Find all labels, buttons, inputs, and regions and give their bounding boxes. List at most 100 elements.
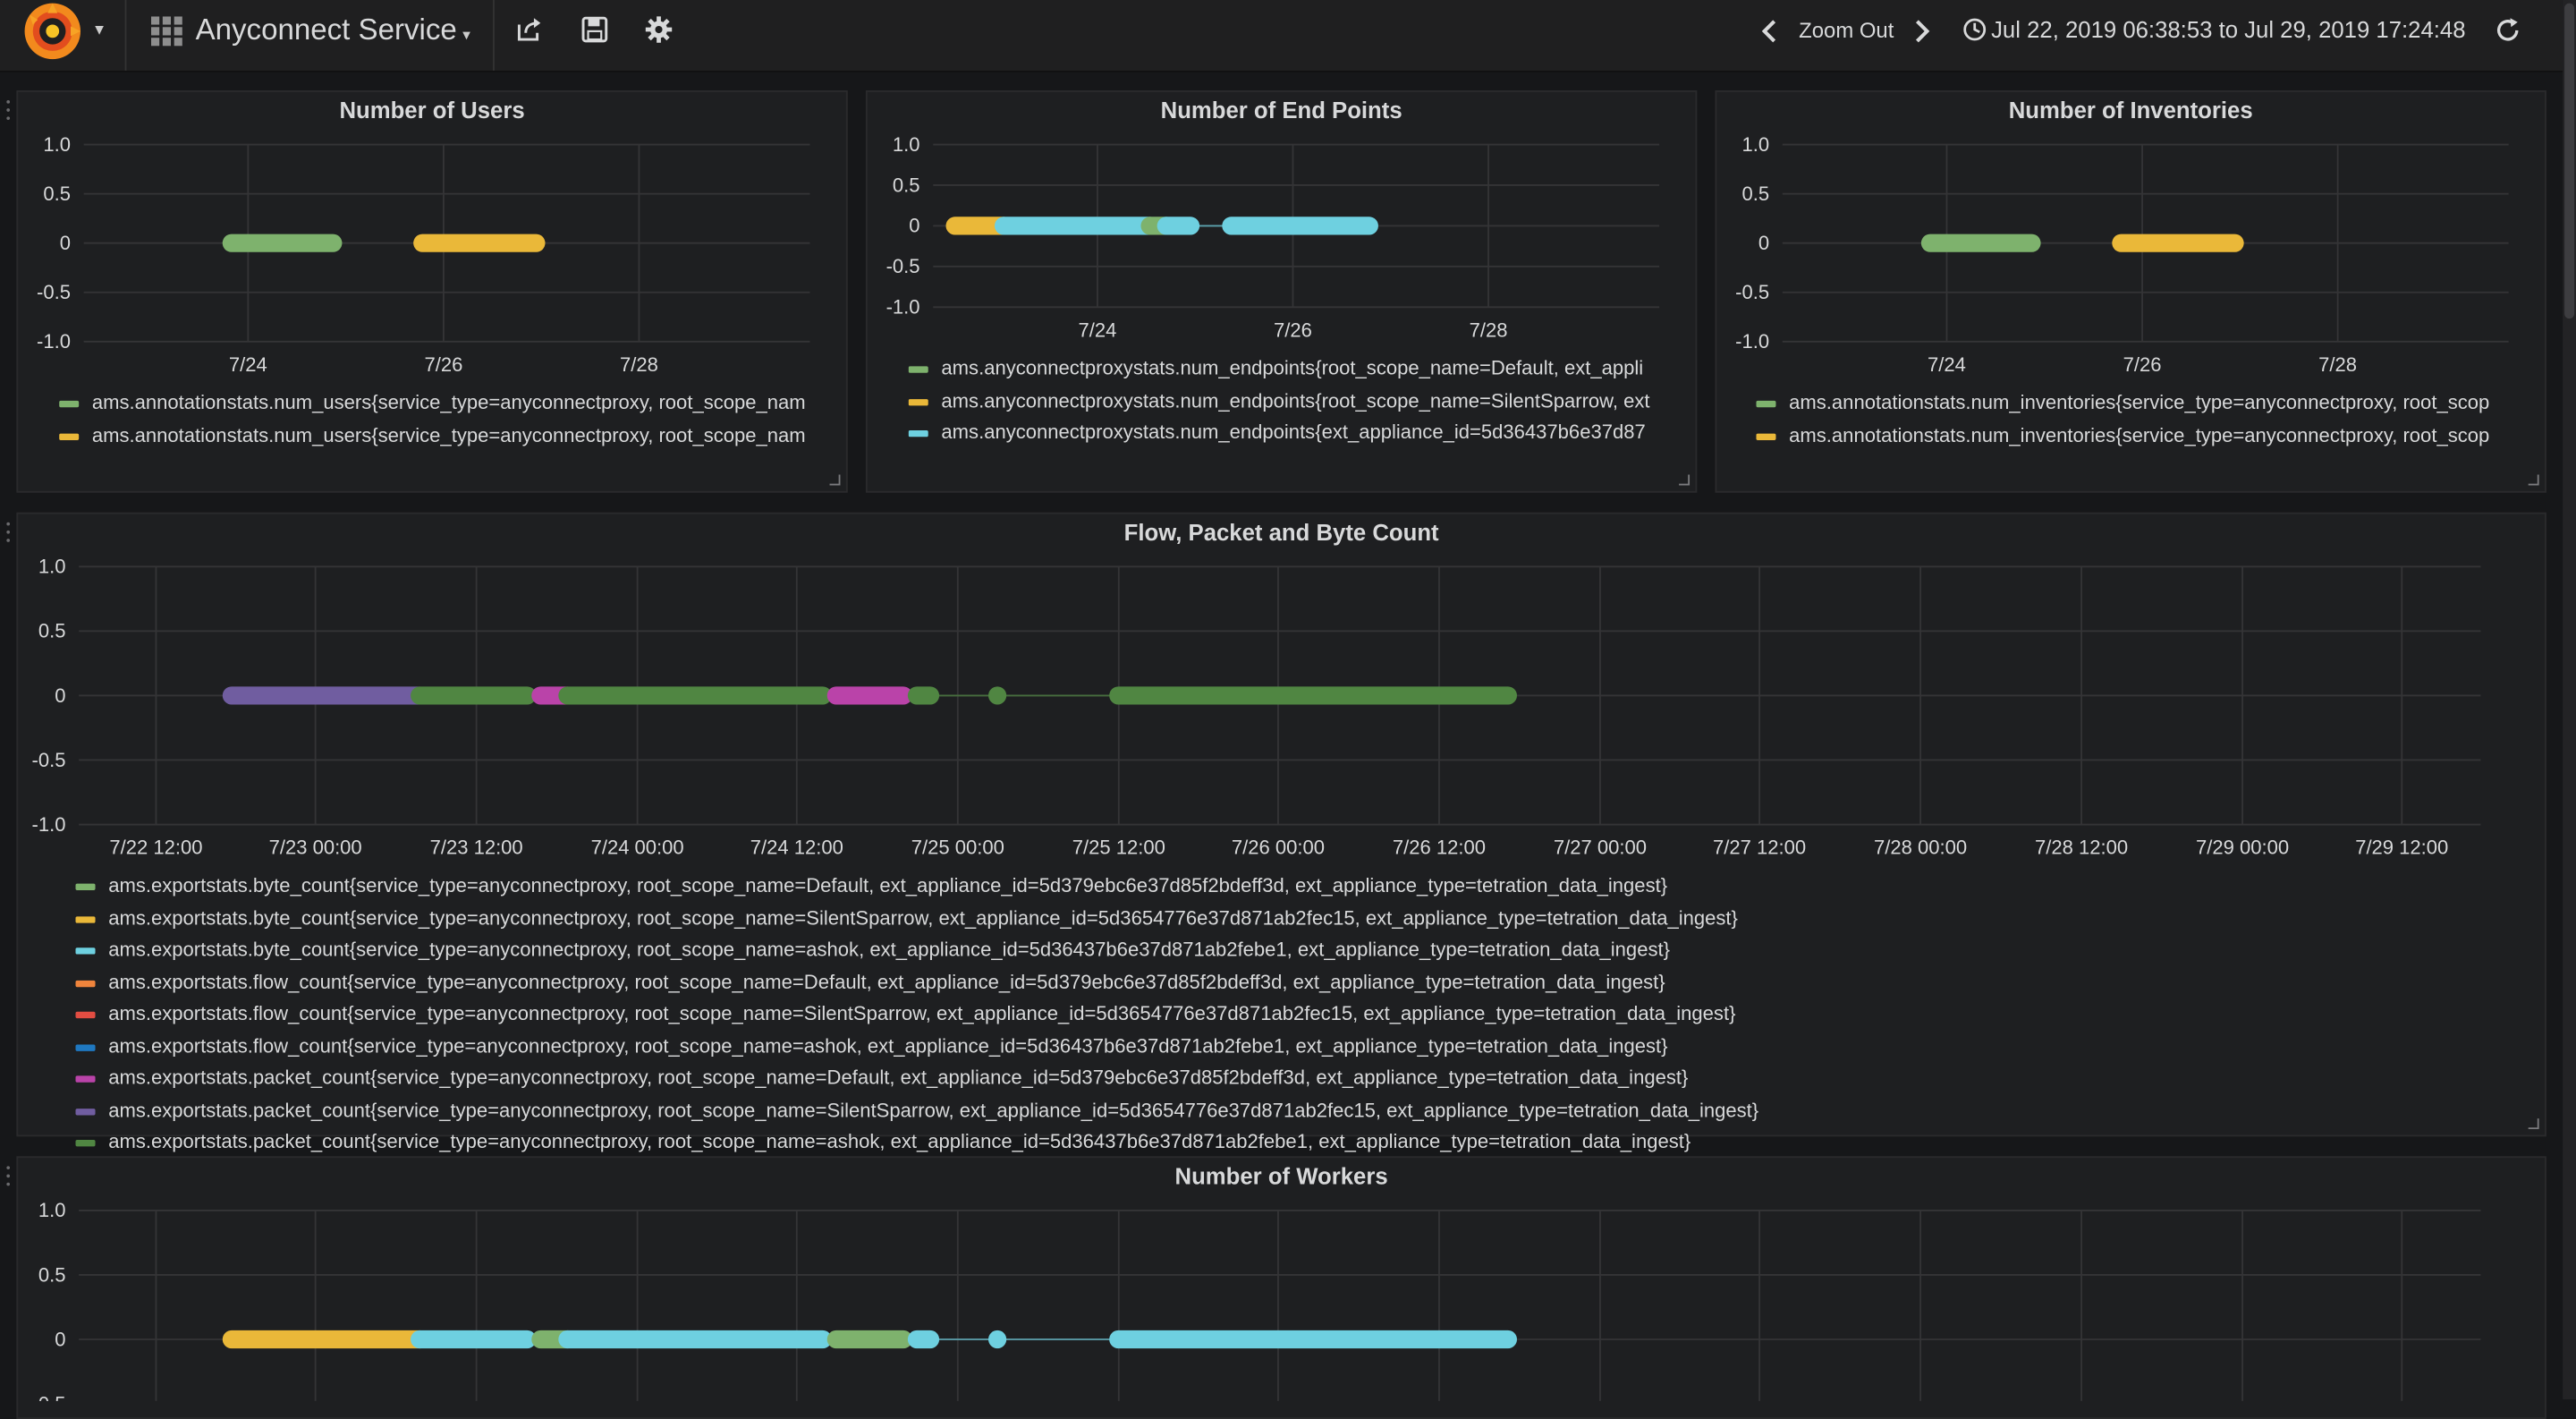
legend-item[interactable]: ams.anyconnectproxystats.num_endpoints{r… <box>908 388 1658 421</box>
legend-swatch[interactable] <box>75 947 96 955</box>
y-tick-label: 1.0 <box>43 133 71 156</box>
y-tick-label: -1.0 <box>886 296 920 319</box>
legend-label: ams.exportstats.flow_count{service_type=… <box>108 969 1665 993</box>
legend-item[interactable]: ams.exportstats.byte_count{service_type=… <box>75 905 1882 938</box>
x-tick-label: 7/28 <box>1470 319 1508 341</box>
legend-label: ams.annotationstats.num_users{service_ty… <box>91 422 806 446</box>
legend-label: ams.exportstats.flow_count{service_type=… <box>108 1001 1736 1025</box>
legend-label: ams.anyconnectproxystats.num_endpoints{e… <box>941 420 1646 444</box>
x-tick-label: 7/22 12:00 <box>109 837 202 859</box>
legend-label: ams.exportstats.packet_count{service_typ… <box>108 1098 1759 1121</box>
panel-title[interactable]: Number of End Points <box>1160 97 1402 123</box>
resize-handle-icon[interactable] <box>828 473 842 487</box>
legend-item[interactable]: ams.anyconnectproxystats.num_endpoints{e… <box>908 420 1658 453</box>
legend-swatch[interactable] <box>75 1108 96 1115</box>
legend-item[interactable]: ams.annotationstats.num_users{service_ty… <box>59 423 811 455</box>
panel-title[interactable]: Number of Users <box>339 97 525 123</box>
grafana-menu-button[interactable]: ▼ <box>0 0 127 71</box>
endpoints-chart: 1.0 0.5 0 -0.5 -1.0 7/24 7/26 7/28 <box>886 133 1660 341</box>
page-scrollbar[interactable] <box>2563 0 2576 1400</box>
zoom-out-button[interactable]: Zoom Out <box>1799 18 1894 43</box>
grafana-logo-icon <box>24 3 80 60</box>
y-tick-label: 1.0 <box>38 556 66 578</box>
x-tick-label: 7/26 12:00 <box>1393 837 1486 859</box>
legend-swatch[interactable] <box>908 398 928 405</box>
legend-swatch[interactable] <box>75 915 96 922</box>
inventories-chart: 1.0 0.5 0 -0.5 -1.0 7/24 7/26 7/28 <box>1735 133 2509 376</box>
legend-item[interactable]: ams.exportstats.byte_count{service_type=… <box>75 874 1882 906</box>
resize-handle-icon[interactable] <box>1677 473 1690 487</box>
drag-handle-icon[interactable] <box>5 1165 12 1188</box>
inventories-legend: ams.annotationstats.num_inventories{serv… <box>1756 391 2506 455</box>
refresh-icon[interactable] <box>2494 16 2521 44</box>
legend-item[interactable]: ams.annotationstats.num_users{service_ty… <box>59 391 811 423</box>
legend-swatch[interactable] <box>1756 432 1776 440</box>
legend-item[interactable]: ams.annotationstats.num_inventories{serv… <box>1756 391 2506 423</box>
legend-swatch[interactable] <box>75 979 96 987</box>
legend-item[interactable]: ams.exportstats.flow_count{service_type=… <box>75 1002 1882 1034</box>
legend-swatch[interactable] <box>1756 400 1776 408</box>
users-panel: Number of Users 1.0 0.5 0 -0.5 -1.0 7/24 7/26 7… <box>16 89 848 493</box>
legend-item[interactable]: ams.annotationstats.num_inventories{serv… <box>1756 423 2506 455</box>
legend-item[interactable]: ams.exportstats.flow_count{service_type=… <box>75 970 1882 1002</box>
x-tick-label: 7/23 00:00 <box>269 837 362 859</box>
legend-label: ams.exportstats.packet_count{service_typ… <box>108 1129 1691 1153</box>
panel-title[interactable]: Number of Inventories <box>2008 97 2253 123</box>
x-tick-label: 7/25 12:00 <box>1072 837 1165 859</box>
flow-packet-byte-legend: ams.exportstats.byte_count{service_type=… <box>75 874 1882 1162</box>
time-range-picker[interactable]: Jul 22, 2019 06:38:53 to Jul 29, 2019 17… <box>1960 0 2469 71</box>
save-icon[interactable] <box>580 15 609 45</box>
legend-item[interactable]: ams.exportstats.packet_count{service_typ… <box>75 1098 1882 1130</box>
x-tick-label: 7/28 <box>620 353 658 376</box>
panel-title[interactable]: Flow, Packet and Byte Count <box>1123 519 1439 546</box>
y-tick-label: -0.5 <box>37 281 71 303</box>
legend-swatch[interactable] <box>75 1139 96 1147</box>
drag-handle-icon[interactable] <box>5 98 12 122</box>
scrollbar-thumb[interactable] <box>2564 3 2575 319</box>
y-tick-label: -0.5 <box>886 255 920 277</box>
y-tick-label: 0 <box>909 215 919 237</box>
y-tick-label: 0.5 <box>43 183 71 205</box>
chevron-right-icon[interactable] <box>1909 18 1935 44</box>
legend-swatch[interactable] <box>75 1043 96 1050</box>
x-tick-label: 7/29 12:00 <box>2355 837 2448 859</box>
dashboard-title: Anyconnect Service <box>195 13 457 47</box>
y-tick-label: 0.5 <box>893 174 920 196</box>
y-tick-label: -1.0 <box>1735 330 1769 353</box>
resize-handle-icon[interactable] <box>2527 473 2540 487</box>
legend-swatch[interactable] <box>75 1011 96 1019</box>
resize-handle-icon[interactable] <box>2527 1117 2540 1130</box>
legend-swatch[interactable] <box>75 883 96 890</box>
clock-icon <box>1963 18 1987 41</box>
legend-item[interactable]: ams.anyconnectproxystats.num_endpoints{r… <box>908 356 1658 388</box>
x-tick-label: 7/25 00:00 <box>911 837 1004 859</box>
legend-item[interactable]: ams.exportstats.flow_count{service_type=… <box>75 1034 1882 1066</box>
legend-label: ams.annotationstats.num_users{service_ty… <box>91 390 806 414</box>
top-navbar: ▼ Anyconnect Service ▼ <box>0 0 2563 72</box>
y-tick-label: 0.5 <box>38 620 66 642</box>
y-tick-label: 1.0 <box>1742 133 1770 156</box>
legend-item[interactable]: ams.exportstats.packet_count{service_typ… <box>75 1130 1882 1162</box>
legend-swatch[interactable] <box>59 400 80 408</box>
legend-swatch[interactable] <box>908 429 928 438</box>
legend-swatch[interactable] <box>908 366 928 373</box>
chevron-down-icon: ▼ <box>91 21 107 38</box>
panel-title[interactable]: Number of Workers <box>1174 1162 1388 1190</box>
x-tick-label: 7/28 <box>2318 353 2357 376</box>
legend-swatch[interactable] <box>59 432 80 440</box>
legend-item[interactable]: ams.exportstats.byte_count{service_type=… <box>75 938 1882 970</box>
users-legend: ams.annotationstats.num_users{service_ty… <box>59 391 811 455</box>
workers-panel: Number of Workers 1.0 0.5 0 -0.5 <box>16 1156 2546 1419</box>
chevron-left-icon[interactable] <box>1756 18 1782 44</box>
share-icon[interactable] <box>514 15 544 45</box>
legend-item[interactable]: ams.exportstats.packet_count{service_typ… <box>75 1066 1882 1098</box>
legend-swatch[interactable] <box>75 1075 96 1083</box>
drag-handle-icon[interactable] <box>5 521 12 544</box>
users-chart: 1.0 0.5 0 -0.5 -1.0 7/24 7/26 7/28 <box>37 133 810 376</box>
y-tick-label: 1.0 <box>893 133 920 156</box>
y-tick-label: -0.5 <box>1735 281 1769 303</box>
y-tick-label: -0.5 <box>32 1392 66 1400</box>
settings-gear-icon[interactable] <box>644 15 674 45</box>
x-tick-label: 7/24 <box>229 353 267 376</box>
dashboard-picker[interactable]: Anyconnect Service ▼ <box>128 0 495 71</box>
